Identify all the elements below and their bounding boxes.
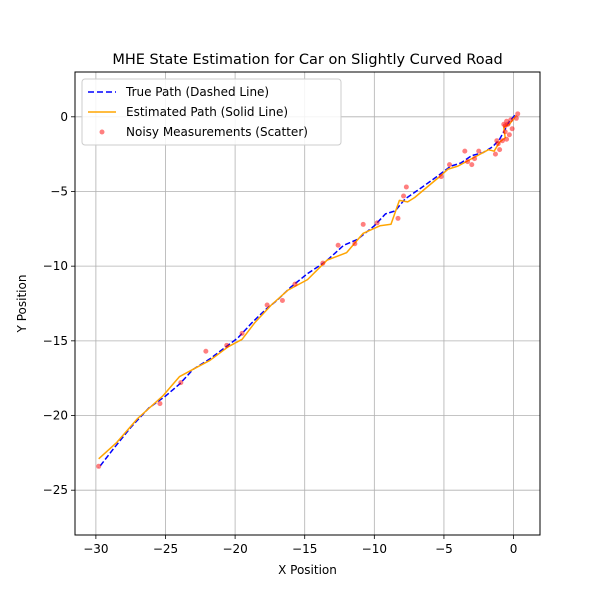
measurement-point <box>462 148 468 154</box>
measurement-point <box>506 132 512 138</box>
measurement-point <box>374 220 380 226</box>
measurement-point <box>335 242 341 248</box>
measurement-point <box>501 121 507 127</box>
measurement-point <box>469 162 475 168</box>
measurement-point <box>447 162 453 168</box>
measurement-point <box>494 138 500 144</box>
x-tick-label: 0 <box>510 542 518 556</box>
measurement-point <box>203 348 209 354</box>
legend-measurements-swatch <box>99 129 105 135</box>
measurement-point <box>438 174 444 180</box>
measurement-point <box>395 215 401 221</box>
x-tick-label: −20 <box>222 542 247 556</box>
x-tick-label: −25 <box>153 542 178 556</box>
x-tick-label: −5 <box>435 542 453 556</box>
measurement-point <box>360 221 366 227</box>
measurement-point <box>472 156 478 162</box>
x-tick-label: −30 <box>83 542 108 556</box>
series-layer <box>96 111 521 469</box>
measurement-point <box>224 342 230 348</box>
measurement-point <box>401 193 407 199</box>
estimated-path-line <box>98 114 517 460</box>
measurement-point <box>320 260 326 266</box>
measurement-point <box>352 241 358 247</box>
measurement-point <box>264 302 270 308</box>
y-tick-label: −5 <box>50 184 68 198</box>
measurement-point <box>279 298 285 304</box>
y-tick-label: −15 <box>43 334 68 348</box>
y-tick-label: −10 <box>43 259 68 273</box>
measurement-point <box>476 148 482 154</box>
measurement-point <box>508 117 514 123</box>
measurement-point <box>492 151 498 157</box>
measurement-point <box>509 126 515 132</box>
measurement-point <box>178 380 184 386</box>
ticks: −30 −25 −20 −15 −10 −5 0 −25 −20 −15 −10 −5 0 <box>43 110 518 556</box>
measurement-point <box>513 115 519 121</box>
measurement-point <box>157 401 163 407</box>
legend: True Path (Dashed Line) Estimated Path (… <box>81 78 342 146</box>
measurement-point <box>515 111 521 117</box>
chart-title: MHE State Estimation for Car on Slightly… <box>112 52 502 68</box>
x-axis-label: X Position <box>278 563 337 577</box>
measurement-point <box>502 129 508 135</box>
measurement-point <box>96 463 102 469</box>
y-tick-label: −20 <box>43 409 68 423</box>
x-tick-label: −15 <box>292 542 317 556</box>
measurement-point <box>403 184 409 190</box>
measurement-point <box>239 330 245 336</box>
measurement-point <box>292 281 298 287</box>
plot-frame <box>74 71 541 536</box>
measurement-point <box>465 159 471 165</box>
legend-estimated-path-label: Estimated Path (Solid Line) <box>126 105 288 119</box>
measurement-point <box>497 147 503 153</box>
y-axis-label: Y Position <box>15 275 29 334</box>
legend-measurements-label: Noisy Measurements (Scatter) <box>126 125 308 139</box>
y-tick-label: 0 <box>60 110 68 124</box>
legend-box <box>81 78 342 146</box>
true-path-line <box>98 114 516 469</box>
measurement-point <box>499 138 505 144</box>
y-tick-label: −25 <box>43 483 68 497</box>
measurement-point <box>504 136 510 142</box>
x-tick-label: −10 <box>362 542 387 556</box>
legend-true-path-label: True Path (Dashed Line) <box>125 85 269 99</box>
plot-area <box>75 72 540 535</box>
